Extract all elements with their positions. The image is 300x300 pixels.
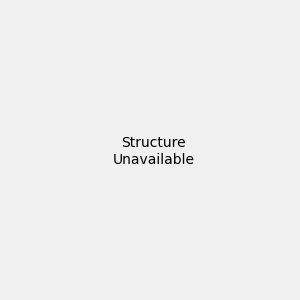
Text: Structure
Unavailable: Structure Unavailable xyxy=(113,136,195,166)
